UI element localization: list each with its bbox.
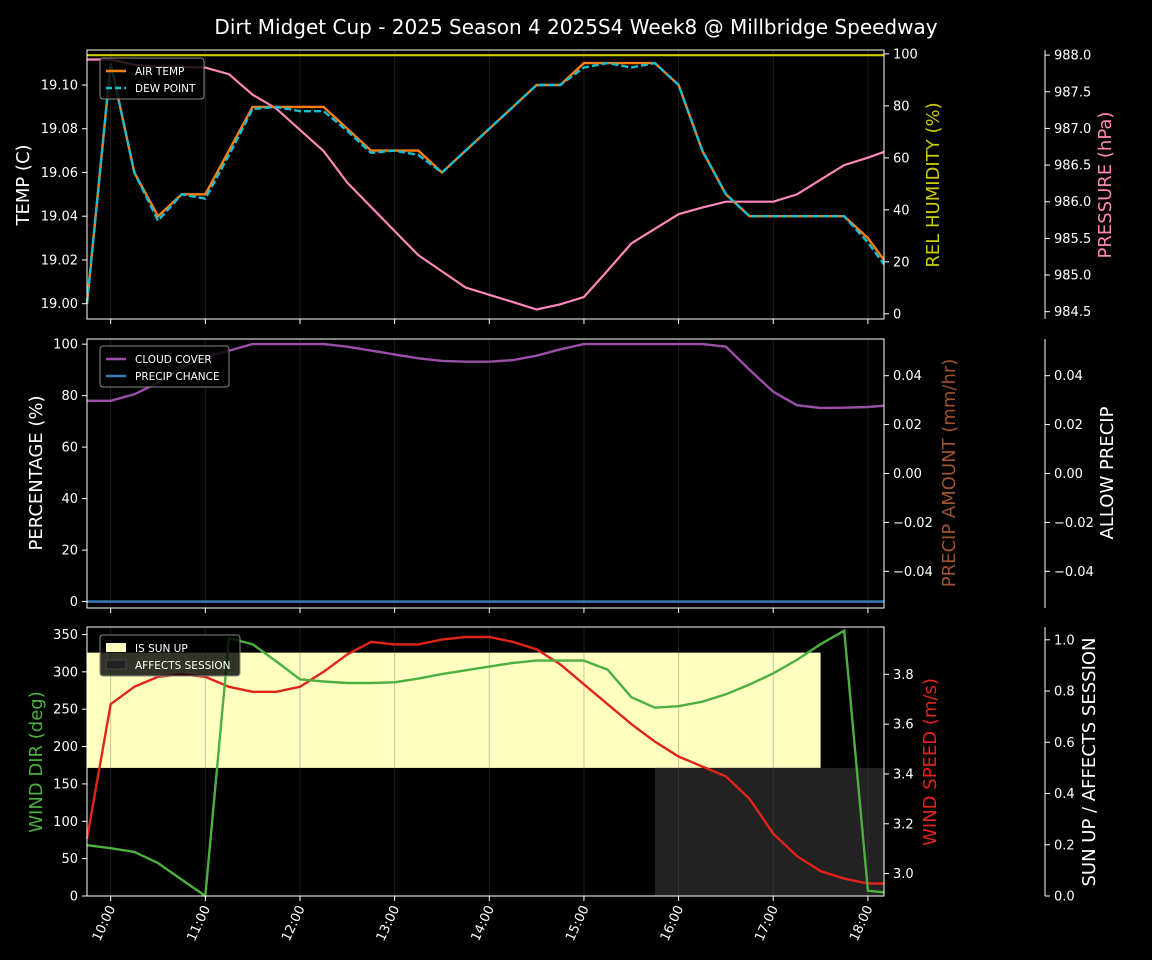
x-tick-label: 18:00 bbox=[847, 903, 876, 943]
y-tick-label: 100 bbox=[53, 815, 78, 830]
y-tick-label: 60 bbox=[893, 151, 910, 166]
y-tick-label: 40 bbox=[61, 492, 78, 507]
legend-box bbox=[99, 345, 230, 388]
pressure-axis-label: PRESSURE (hPa) bbox=[1095, 112, 1116, 259]
x-tick-label: 12:00 bbox=[279, 903, 308, 943]
y-tick-label: 0.04 bbox=[1054, 369, 1083, 384]
y-tick-label: 0.0 bbox=[1054, 890, 1075, 905]
y-tick-label: 986.5 bbox=[1054, 159, 1091, 174]
percentage-axis-label: PERCENTAGE (%) bbox=[26, 395, 47, 550]
y-tick-label: 0 bbox=[70, 890, 78, 905]
legend-label: PRECIP CHANCE bbox=[135, 371, 220, 383]
y-tick-label: 0 bbox=[70, 595, 78, 610]
legend-label: CLOUD COVER bbox=[135, 354, 212, 366]
allow-precip-axis-label: ALLOW PRECIP bbox=[1097, 406, 1118, 539]
y-tick-label: 0 bbox=[893, 307, 901, 322]
y-tick-label: 988.0 bbox=[1054, 49, 1091, 64]
y-tick-label: 3.2 bbox=[893, 817, 914, 832]
humidity-axis-label: REL HUMIDITY (%) bbox=[923, 102, 944, 267]
y-tick-label: 60 bbox=[61, 441, 78, 456]
wind-speed-line bbox=[85, 635, 884, 885]
x-tick-label: 17:00 bbox=[752, 903, 781, 943]
legend-swatch bbox=[106, 643, 126, 652]
y-tick-label: 3.0 bbox=[893, 867, 914, 882]
y-tick-label: 100 bbox=[893, 47, 918, 62]
y-tick-label: −0.02 bbox=[893, 516, 933, 531]
y-tick-label: 150 bbox=[53, 777, 78, 792]
y-tick-label: 0.02 bbox=[1054, 418, 1083, 433]
y-tick-label: 19.08 bbox=[41, 122, 78, 137]
y-tick-label: 3.6 bbox=[893, 718, 914, 733]
y-tick-label: 19.02 bbox=[41, 253, 78, 268]
y-tick-label: −0.04 bbox=[893, 565, 933, 580]
y-tick-label: 19.04 bbox=[41, 210, 78, 225]
y-tick-label: 984.5 bbox=[1054, 305, 1091, 320]
y-tick-label: 985.5 bbox=[1054, 232, 1091, 247]
y-tick-label: 987.5 bbox=[1054, 85, 1091, 100]
y-tick-label: 19.06 bbox=[41, 166, 78, 181]
y-tick-label: 0.2 bbox=[1054, 838, 1075, 853]
legend-label: DEW POINT bbox=[135, 83, 196, 95]
y-tick-label: 20 bbox=[61, 544, 78, 559]
y-tick-label: 19.00 bbox=[41, 297, 78, 312]
temp-axis-label: TEMP (C) bbox=[13, 144, 34, 226]
y-tick-label: −0.02 bbox=[1054, 516, 1094, 531]
pressure-line bbox=[87, 58, 885, 311]
y-tick-label: 0.8 bbox=[1054, 685, 1075, 700]
y-tick-label: −0.04 bbox=[1054, 565, 1094, 580]
chart-layer: 19.00 19.02 19.04 19.06 19.08 19.10 0 20 40 60 80 1… bbox=[13, 47, 1118, 943]
y-tick-label: 1.0 bbox=[1054, 633, 1075, 648]
y-tick-label: 3.8 bbox=[893, 668, 914, 683]
dew-point-line bbox=[85, 61, 885, 304]
wind-dir-line bbox=[86, 628, 885, 899]
y-tick-label: 200 bbox=[53, 740, 78, 755]
y-tick-label: 80 bbox=[61, 389, 78, 404]
y-tick-label: 0.00 bbox=[893, 467, 922, 482]
y-tick-label: 985.0 bbox=[1054, 269, 1091, 284]
y-tick-label: 3.4 bbox=[893, 767, 914, 782]
y-tick-label: 987.0 bbox=[1054, 122, 1091, 137]
legend-label: AIR TEMP bbox=[135, 66, 184, 78]
legend-label: IS SUN UP bbox=[135, 643, 188, 655]
y-tick-label: 986.0 bbox=[1054, 195, 1091, 210]
x-tick-label: 16:00 bbox=[658, 903, 687, 943]
y-tick-label: 100 bbox=[53, 338, 78, 353]
y-tick-label: 0.02 bbox=[893, 418, 922, 433]
y-tick-label: 0.00 bbox=[1054, 467, 1083, 482]
sun-affects-axis-label: SUN UP / AFFECTS SESSION bbox=[1079, 637, 1100, 886]
y-tick-label: 0.6 bbox=[1054, 736, 1075, 751]
y-tick-label: 19.10 bbox=[41, 78, 78, 93]
x-tick-label: 13:00 bbox=[374, 903, 403, 943]
x-tick-label: 15:00 bbox=[563, 903, 592, 943]
x-tick-label: 11:00 bbox=[185, 903, 214, 943]
y-tick-label: 0.4 bbox=[1054, 787, 1075, 802]
y-tick-label: 50 bbox=[61, 852, 78, 867]
plot-area bbox=[87, 50, 884, 319]
y-tick-label: 80 bbox=[893, 99, 910, 114]
y-tick-label: 300 bbox=[53, 665, 78, 680]
legend-box bbox=[99, 634, 241, 677]
y-tick-label: 250 bbox=[53, 703, 78, 718]
legend-swatch bbox=[105, 659, 127, 670]
y-tick-label: 20 bbox=[893, 255, 910, 270]
affects-session-band bbox=[654, 767, 884, 896]
y-tick-label: 40 bbox=[893, 203, 910, 218]
y-tick-label: 0.04 bbox=[893, 369, 922, 384]
wind-dir-axis-label: WIND DIR (deg) bbox=[26, 691, 47, 833]
y-tick-label: 350 bbox=[53, 628, 78, 643]
plot-border bbox=[86, 49, 885, 320]
x-tick-label: 10:00 bbox=[90, 903, 119, 943]
precip-amount-axis-label: PRECIP AMOUNT (mm/hr) bbox=[939, 359, 960, 588]
legend-label: AFFECTS SESSION bbox=[135, 660, 231, 672]
chart-title: Dirt Midget Cup - 2025 Season 4 2025S4 W… bbox=[214, 15, 937, 39]
wind-speed-axis-label: WIND SPEED (m/s) bbox=[920, 678, 941, 846]
x-tick-label: 14:00 bbox=[468, 903, 497, 943]
plot-border bbox=[86, 626, 885, 897]
